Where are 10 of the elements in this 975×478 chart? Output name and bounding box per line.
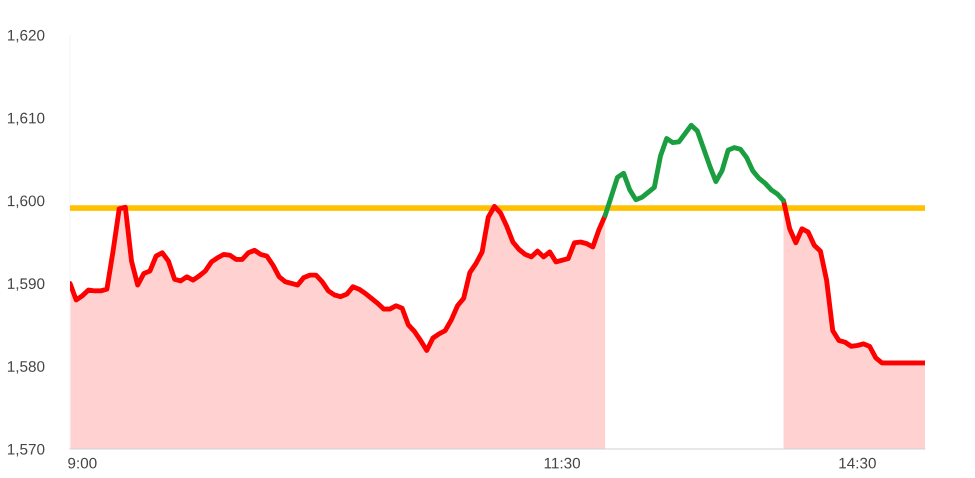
x-tick-label: 14:30: [839, 458, 876, 469]
y-tick-label: 1,590: [8, 278, 44, 291]
y-tick-label: 1,600: [8, 195, 44, 208]
y-tick-label: 1,570: [8, 444, 44, 456]
y-tick-label: 1,620: [8, 30, 44, 42]
line-series: [602, 122, 786, 218]
y-tick-label: 1,610: [8, 112, 44, 126]
x-tick-label: 9:00: [68, 458, 97, 469]
y-tick-label: 1,580: [8, 361, 44, 374]
x-tick-label: 11:30: [544, 458, 580, 469]
